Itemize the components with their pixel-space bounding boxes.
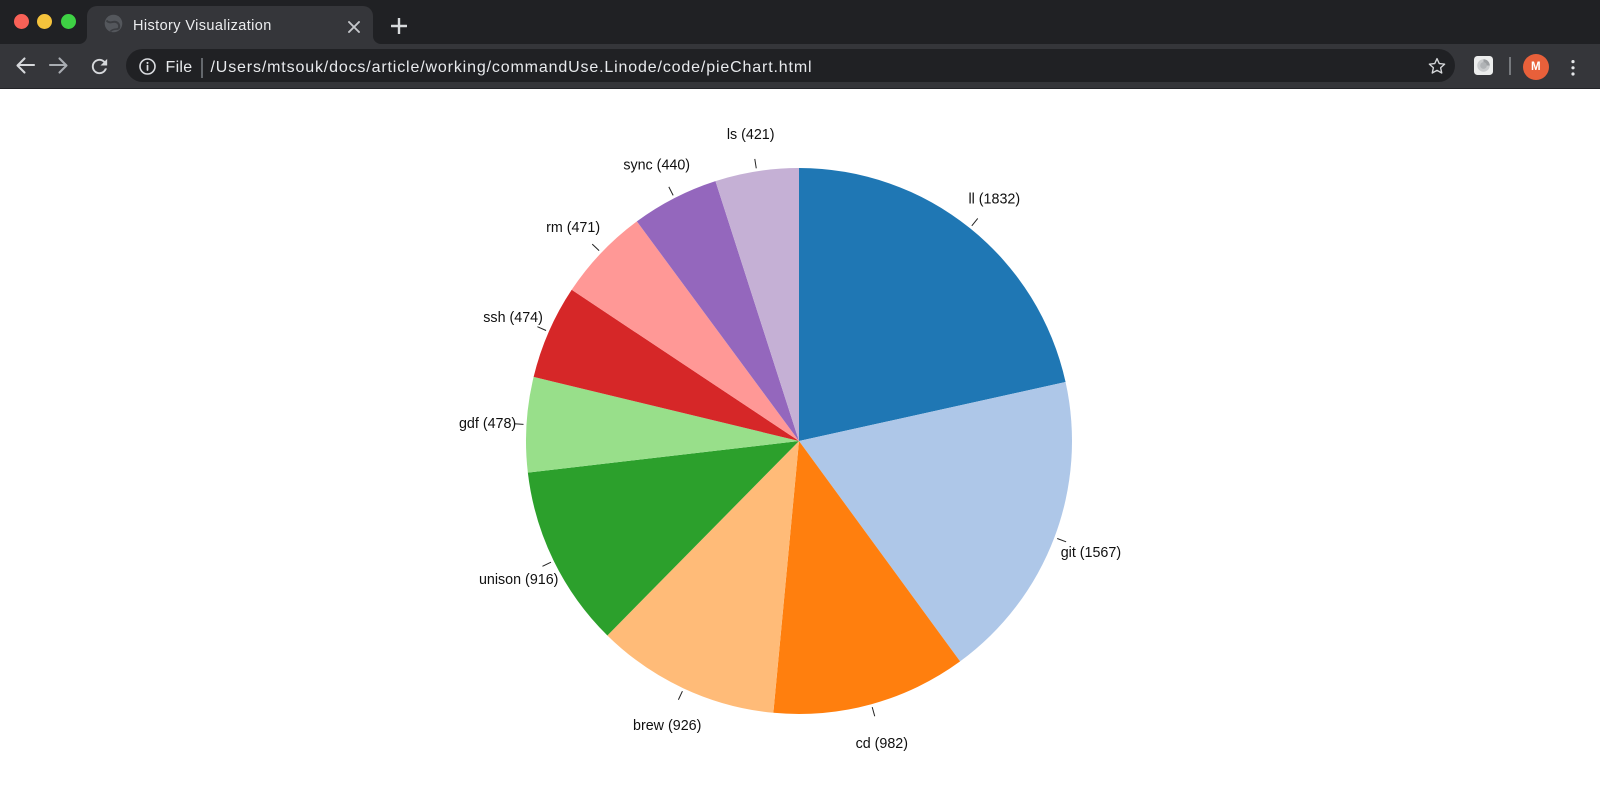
svg-text:unison (916): unison (916) bbox=[479, 572, 558, 588]
svg-text:brew (926): brew (926) bbox=[633, 718, 701, 734]
svg-text:ssh (474): ssh (474) bbox=[483, 310, 543, 326]
svg-text:git (1567): git (1567) bbox=[1061, 545, 1121, 561]
svg-text:sync (440): sync (440) bbox=[623, 157, 690, 173]
svg-text:gdf (478): gdf (478) bbox=[459, 416, 516, 432]
svg-text:cd (982): cd (982) bbox=[856, 736, 908, 752]
svg-text:ls (421): ls (421) bbox=[727, 127, 775, 143]
svg-text:ll (1832): ll (1832) bbox=[968, 192, 1020, 208]
svg-text:rm (471): rm (471) bbox=[546, 220, 600, 236]
